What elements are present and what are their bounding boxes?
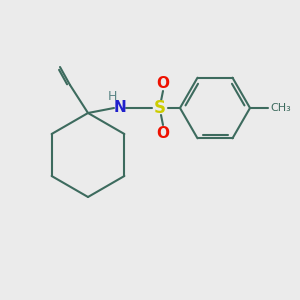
Text: S: S bbox=[154, 99, 166, 117]
Text: H: H bbox=[107, 89, 117, 103]
Text: O: O bbox=[157, 125, 169, 140]
Text: O: O bbox=[157, 76, 169, 91]
Text: CH₃: CH₃ bbox=[270, 103, 291, 113]
Text: N: N bbox=[114, 100, 126, 116]
